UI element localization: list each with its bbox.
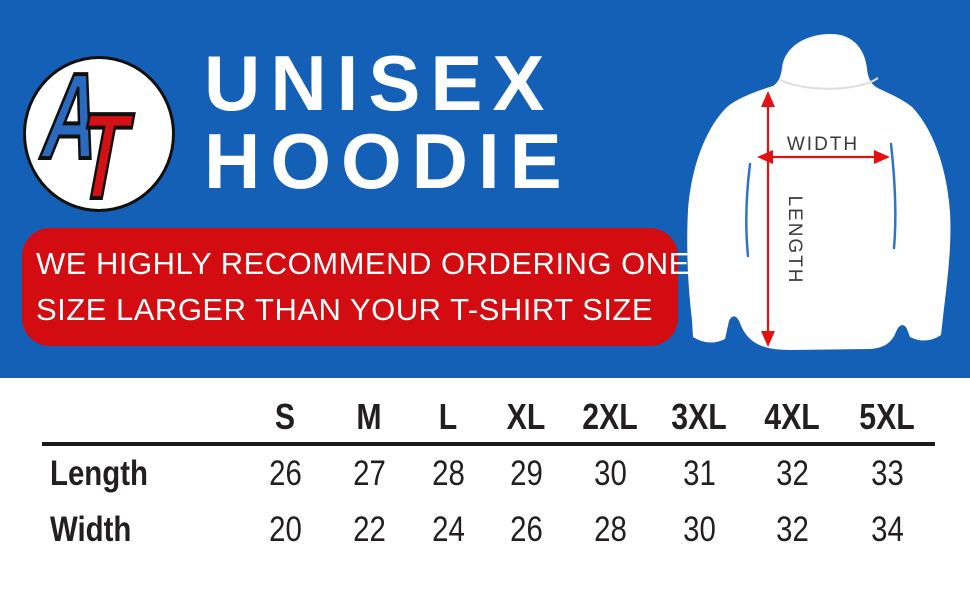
- width-value-5xl: 34: [871, 510, 904, 549]
- size-table-header-row: S M L XL 2XL 3XL 4XL 5XL: [42, 392, 935, 442]
- hood-seam-line: [779, 77, 879, 90]
- length-value-l: 28: [431, 454, 465, 493]
- header-size-5xl: 5XL: [859, 396, 916, 437]
- top-banner-section: A T UNISEX HOODIE WE HIGHLY RECOMMEND OR…: [0, 0, 970, 378]
- length-row: Length 26 27 28 29 30 31 32 33: [42, 446, 935, 502]
- width-value-3xl: 30: [682, 510, 716, 549]
- title-line-2: HOODIE: [204, 117, 572, 205]
- width-value-4xl: 32: [775, 510, 809, 549]
- banner-line-2: SIZE LARGER THAN YOUR T-SHIRT SIZE: [36, 292, 654, 327]
- length-value-m: 27: [352, 454, 386, 493]
- banner-line-1: WE HIGHLY RECOMMEND ORDERING ONE: [36, 246, 690, 281]
- width-value-xl: 26: [509, 510, 543, 549]
- length-row-label: Length: [50, 454, 148, 493]
- length-value-s: 26: [268, 454, 302, 493]
- header-size-s: S: [274, 396, 296, 437]
- header-size-4xl: 4XL: [764, 396, 820, 437]
- length-value-2xl: 30: [593, 454, 627, 493]
- width-value-2xl: 28: [593, 510, 627, 549]
- table-divider: [42, 442, 935, 446]
- width-arrow: [757, 150, 890, 164]
- width-row: Width 20 22 24 26 28 30 32 34: [42, 502, 935, 558]
- hoodie-silhouette: [687, 34, 951, 350]
- length-value-5xl: 33: [871, 454, 904, 493]
- right-seam-line: [889, 142, 897, 250]
- header-size-l: L: [438, 396, 458, 437]
- logo-letter-t: T: [74, 86, 132, 225]
- size-table: S M L XL 2XL 3XL 4XL 5XL Length 26 27 28…: [42, 392, 935, 558]
- page-title: UNISEX HOODIE: [204, 44, 572, 200]
- length-arrow: [761, 91, 775, 347]
- width-measure-label: WIDTH: [787, 134, 859, 155]
- size-recommendation-banner: WE HIGHLY RECOMMEND ORDERING ONE SIZE LA…: [22, 228, 690, 346]
- left-seam-line: [745, 162, 752, 258]
- length-measure-label: LENGTH: [784, 195, 805, 284]
- width-value-m: 22: [352, 510, 386, 549]
- length-value-4xl: 32: [775, 454, 809, 493]
- length-value-3xl: 31: [682, 454, 716, 493]
- brand-logo: A T: [23, 46, 175, 226]
- header-size-m: M: [356, 396, 382, 437]
- header-size-3xl: 3XL: [671, 396, 727, 437]
- width-value-s: 20: [268, 510, 302, 549]
- title-line-1: UNISEX: [204, 39, 555, 127]
- length-value-xl: 29: [509, 454, 543, 493]
- header-size-2xl: 2XL: [582, 396, 638, 437]
- width-row-label: Width: [50, 510, 132, 549]
- width-value-l: 24: [431, 510, 465, 549]
- size-table-section: S M L XL 2XL 3XL 4XL 5XL Length 26 27 28…: [0, 378, 970, 600]
- header-size-xl: XL: [506, 396, 546, 437]
- hoodie-measurement-diagram: WIDTH LENGTH: [687, 34, 951, 350]
